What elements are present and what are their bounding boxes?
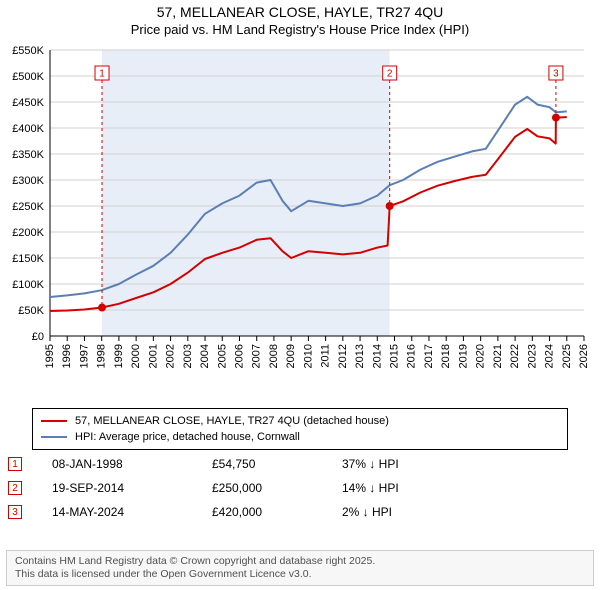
svg-text:2000: 2000 <box>130 344 142 368</box>
attribution-footer: Contains HM Land Registry data © Crown c… <box>6 550 594 586</box>
svg-text:2023: 2023 <box>526 344 538 368</box>
svg-text:£0: £0 <box>32 331 44 343</box>
figure-root: { "title": { "line1": "57, MELLANEAR CLO… <box>0 0 600 590</box>
legend-swatch <box>41 436 67 438</box>
svg-text:2022: 2022 <box>509 344 521 368</box>
svg-text:2010: 2010 <box>302 344 314 368</box>
legend-label: 57, MELLANEAR CLOSE, HAYLE, TR27 4QU (de… <box>75 415 389 427</box>
svg-text:2002: 2002 <box>165 344 177 368</box>
svg-text:1995: 1995 <box>44 344 56 368</box>
sale-marker-badge: 2 <box>8 481 22 495</box>
legend-swatch <box>41 420 67 422</box>
svg-text:£250K: £250K <box>12 201 44 213</box>
svg-text:2009: 2009 <box>285 344 297 368</box>
chart-area: £0 £50K £100K £150K £200K £250K £300K £350K £400… <box>6 44 594 404</box>
svg-text:2012: 2012 <box>337 344 349 368</box>
sale-price: £420,000 <box>212 505 342 519</box>
svg-text:3: 3 <box>553 69 559 80</box>
sale-marker-badge: 3 <box>8 505 22 519</box>
sale-price: £54,750 <box>212 457 342 471</box>
sale-marker-number: 1 <box>12 459 18 470</box>
legend-label: HPI: Average price, detached house, Corn… <box>75 431 300 443</box>
svg-text:2005: 2005 <box>216 344 228 368</box>
chart-svg: £0 £50K £100K £150K £200K £250K £300K £350K £400… <box>6 44 594 404</box>
sales-table: 1 08-JAN-1998 £54,750 37% ↓ HPI 2 19-SEP… <box>8 452 592 524</box>
svg-text:2024: 2024 <box>544 344 556 368</box>
svg-text:2018: 2018 <box>440 344 452 368</box>
svg-text:2: 2 <box>387 69 393 80</box>
svg-text:1997: 1997 <box>78 344 90 368</box>
svg-text:2006: 2006 <box>233 344 245 368</box>
svg-text:2020: 2020 <box>475 344 487 368</box>
legend-item: 57, MELLANEAR CLOSE, HAYLE, TR27 4QU (de… <box>41 413 559 429</box>
svg-text:£50K: £50K <box>18 305 44 317</box>
svg-text:2021: 2021 <box>492 344 504 368</box>
sale-date: 14-MAY-2024 <box>52 505 212 519</box>
svg-text:£150K: £150K <box>12 253 44 265</box>
sales-row: 2 19-SEP-2014 £250,000 14% ↓ HPI <box>8 476 592 500</box>
svg-text:2001: 2001 <box>147 344 159 368</box>
sale-marker-badge: 1 <box>8 457 22 471</box>
sale-price: £250,000 <box>212 481 342 495</box>
chart-title-block: 57, MELLANEAR CLOSE, HAYLE, TR27 4QU Pri… <box>0 0 600 38</box>
svg-text:£550K: £550K <box>12 45 44 57</box>
svg-text:1996: 1996 <box>61 344 73 368</box>
sale-date: 19-SEP-2014 <box>52 481 212 495</box>
svg-text:2016: 2016 <box>406 344 418 368</box>
sale-marker-number: 2 <box>12 483 18 494</box>
footer-line2: This data is licensed under the Open Gov… <box>15 568 585 581</box>
svg-text:2003: 2003 <box>182 344 194 368</box>
svg-text:£450K: £450K <box>12 97 44 109</box>
svg-text:£400K: £400K <box>12 123 44 135</box>
svg-text:2025: 2025 <box>561 344 573 368</box>
svg-text:2015: 2015 <box>389 344 401 368</box>
chart-title-line1: 57, MELLANEAR CLOSE, HAYLE, TR27 4QU <box>0 4 600 22</box>
sales-row: 1 08-JAN-1998 £54,750 37% ↓ HPI <box>8 452 592 476</box>
svg-text:£500K: £500K <box>12 71 44 83</box>
sale-diff: 14% ↓ HPI <box>342 481 462 495</box>
sales-row: 3 14-MAY-2024 £420,000 2% ↓ HPI <box>8 500 592 524</box>
chart-title-line2: Price paid vs. HM Land Registry's House … <box>0 22 600 38</box>
svg-text:1999: 1999 <box>113 344 125 368</box>
svg-text:1998: 1998 <box>96 344 108 368</box>
svg-text:£200K: £200K <box>12 227 44 239</box>
svg-text:2026: 2026 <box>578 344 590 368</box>
footer-line1: Contains HM Land Registry data © Crown c… <box>15 555 585 568</box>
svg-text:1: 1 <box>99 69 105 80</box>
svg-text:£300K: £300K <box>12 175 44 187</box>
sale-marker-number: 3 <box>12 507 18 518</box>
svg-text:£100K: £100K <box>12 279 44 291</box>
svg-text:2004: 2004 <box>199 344 211 368</box>
svg-text:2013: 2013 <box>354 344 366 368</box>
sale-date: 08-JAN-1998 <box>52 457 212 471</box>
sale-diff: 37% ↓ HPI <box>342 457 462 471</box>
svg-text:2008: 2008 <box>268 344 280 368</box>
svg-text:2017: 2017 <box>423 344 435 368</box>
legend-box: 57, MELLANEAR CLOSE, HAYLE, TR27 4QU (de… <box>32 408 568 450</box>
svg-text:2019: 2019 <box>457 344 469 368</box>
svg-text:2011: 2011 <box>320 344 332 368</box>
legend-item: HPI: Average price, detached house, Corn… <box>41 429 559 445</box>
svg-text:£350K: £350K <box>12 149 44 161</box>
svg-text:2007: 2007 <box>251 344 263 368</box>
sale-diff: 2% ↓ HPI <box>342 505 462 519</box>
svg-text:2014: 2014 <box>371 344 383 368</box>
